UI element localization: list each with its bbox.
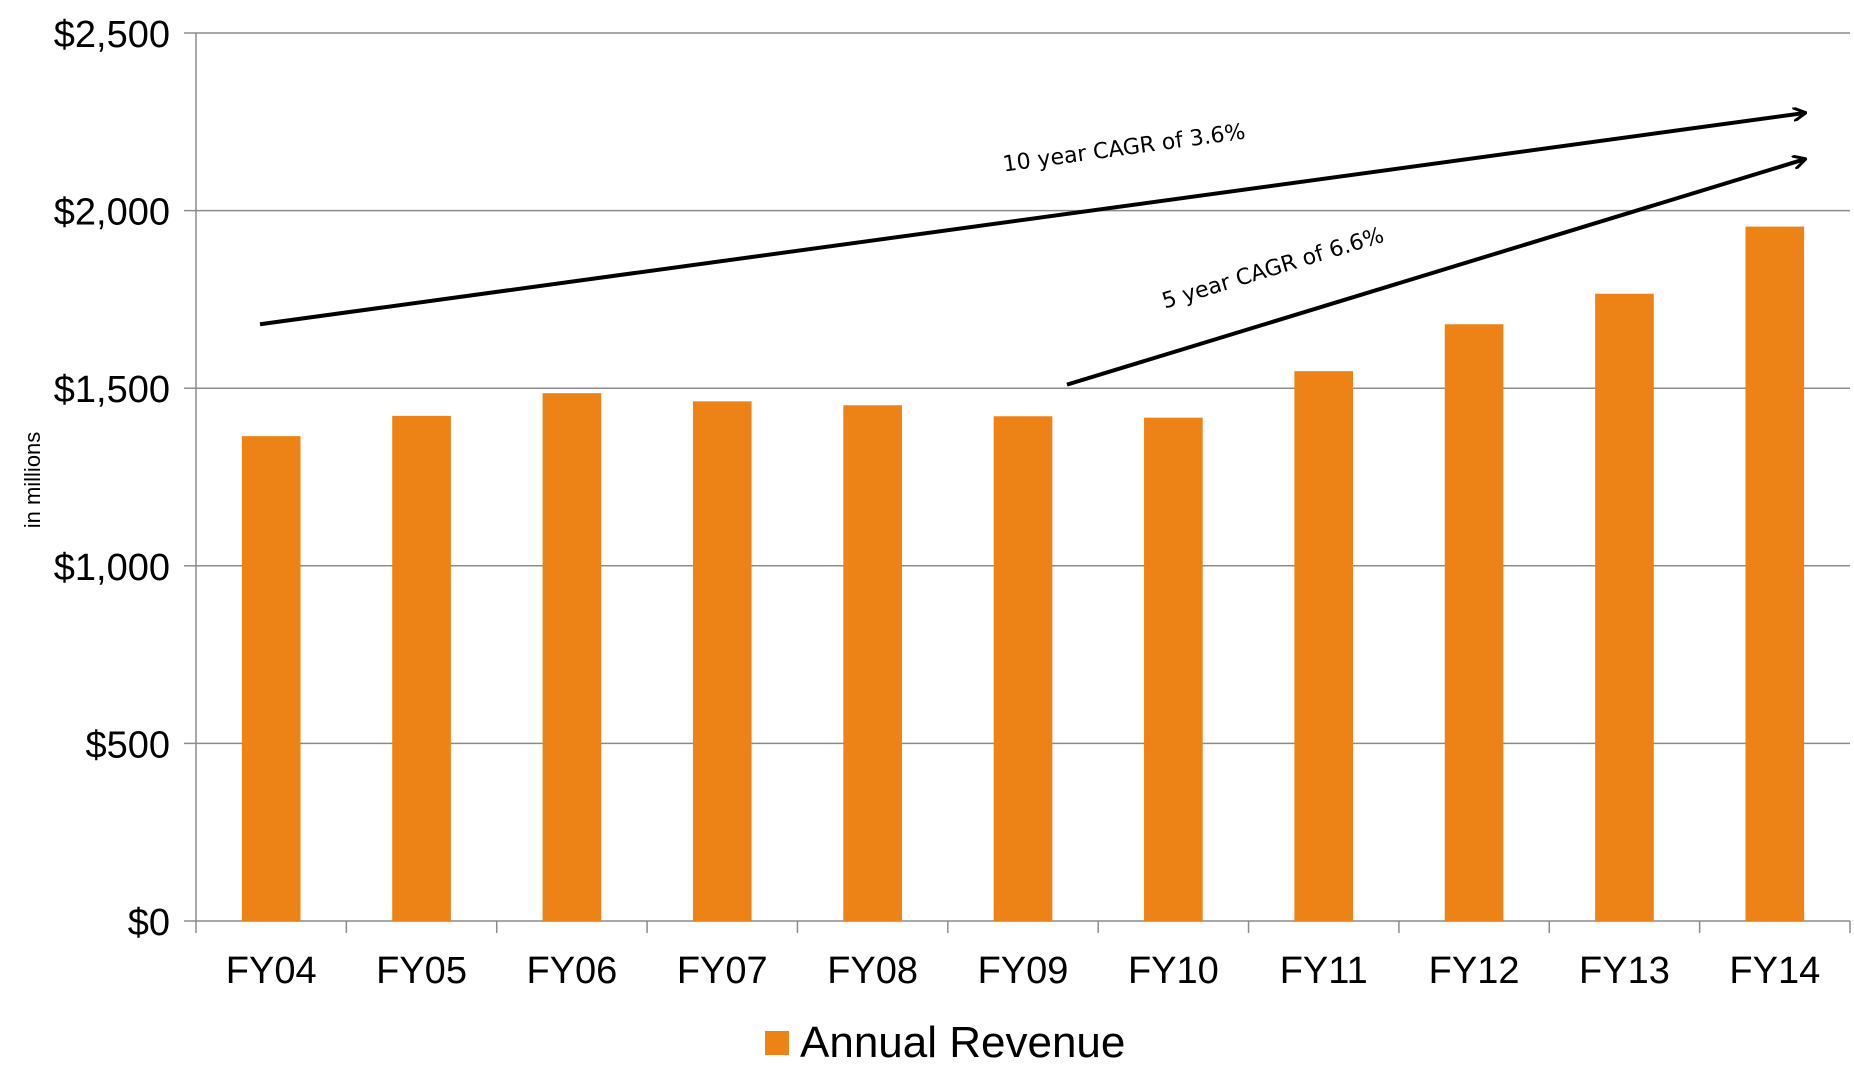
bar-fy05 (392, 415, 451, 921)
x-tick-label: FY06 (526, 950, 617, 992)
x-tick-label: FY14 (1729, 950, 1820, 992)
bar-fy14 (1745, 226, 1805, 922)
bar-fy13 (1595, 293, 1654, 921)
bar-fy09 (993, 416, 1053, 921)
bar-fy10 (1144, 417, 1203, 921)
x-tick-label: FY04 (226, 950, 317, 992)
cagr-annotation-2: 5 year CAGR of 6.6% (1159, 223, 1387, 314)
y-tick-label: $1,000 (54, 547, 170, 589)
x-tick-label: FY12 (1429, 950, 1520, 992)
y-tick-label: $2,000 (54, 192, 170, 234)
legend-swatch (765, 1031, 789, 1055)
legend-label: Annual Revenue (800, 1018, 1125, 1067)
gridlines (196, 32, 1850, 745)
bars (241, 226, 1805, 922)
x-tick-label: FY10 (1128, 950, 1219, 992)
x-tick-label: FY08 (827, 950, 918, 992)
x-tick-label: FY11 (1280, 950, 1368, 992)
cagr-annotation-1: 10 year CAGR of 3.6% (1001, 120, 1247, 178)
labels: $0 $500 $1,000 $1,500 $2,000 $2,500 FY04 FY05 FY… (20, 14, 1820, 992)
y-tick-label: $2,500 (54, 14, 170, 56)
cagr-arrow-1 (259, 113, 1805, 327)
bar-fy06 (542, 393, 602, 921)
bar-fy08 (843, 405, 902, 921)
bar-fy12 (1444, 324, 1504, 921)
cagr-arrow-2 (1066, 159, 1805, 387)
bar-fy11 (1294, 371, 1354, 921)
bar-fy04 (241, 436, 301, 921)
legend: Annual Revenue (765, 1018, 1125, 1067)
x-tick-label: FY05 (376, 950, 467, 992)
y-axis-label: in millions (20, 432, 45, 529)
x-tick-label: FY07 (677, 950, 768, 992)
y-tick-label: $0 (128, 902, 170, 944)
y-tick-label: $500 (85, 724, 170, 766)
annotations: 10 year CAGR of 3.6% 5 year CAGR of 6.6% (259, 113, 1805, 387)
bar-fy07 (692, 401, 752, 921)
x-tick-label: FY13 (1579, 950, 1670, 992)
x-tick-label: FY09 (978, 950, 1069, 992)
y-tick-label: $1,500 (54, 369, 170, 411)
